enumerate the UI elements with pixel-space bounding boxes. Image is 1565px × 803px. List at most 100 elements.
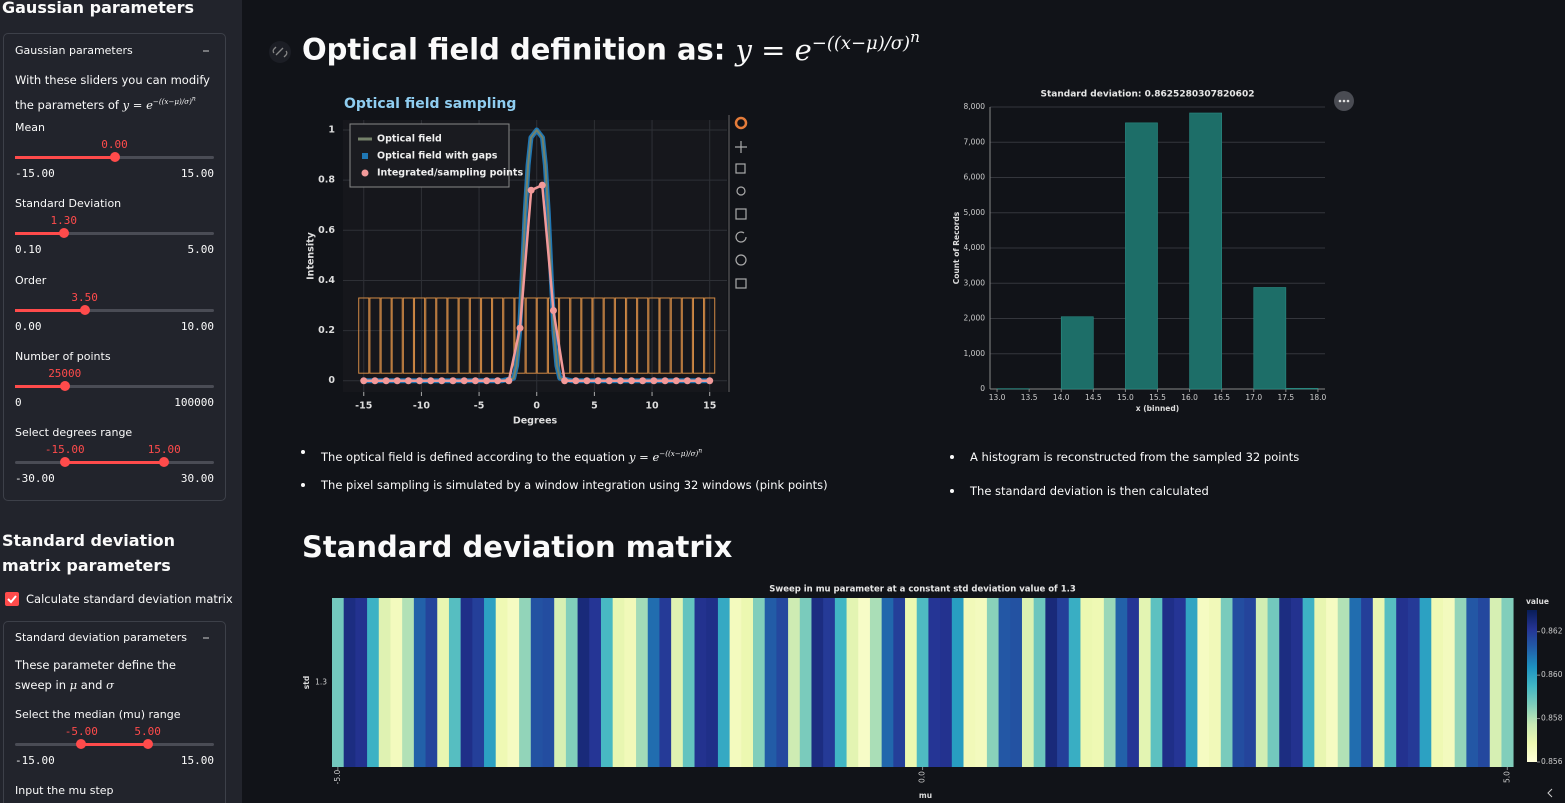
heatmap-cell bbox=[425, 598, 438, 767]
sampling-window bbox=[659, 297, 671, 374]
sampling-window bbox=[704, 297, 716, 374]
colorbar bbox=[1527, 610, 1537, 762]
heatmap-cell bbox=[776, 598, 789, 767]
slider-value: 15.00 bbox=[147, 443, 181, 457]
anchor-icon-bg[interactable] bbox=[269, 41, 291, 63]
heatmap-cell bbox=[624, 598, 637, 767]
slider-value: 3.50 bbox=[71, 290, 98, 304]
slider-max: 5.00 bbox=[187, 243, 215, 257]
collapse-icon[interactable] bbox=[200, 46, 212, 56]
heatmap-cell bbox=[1255, 598, 1268, 767]
slider-min: 0 bbox=[15, 395, 22, 409]
x-tick-label: 0 bbox=[533, 401, 540, 412]
sampling-window bbox=[436, 297, 448, 374]
slider-thumb[interactable] bbox=[109, 152, 120, 162]
y-tick-label: 4,000 bbox=[964, 243, 986, 252]
slider-max: 15.00 bbox=[180, 167, 214, 180]
toolbar[interactable] bbox=[734, 116, 748, 289]
x-tick-label: 16.5 bbox=[1213, 393, 1230, 402]
checkbox-label[interactable]: Calculate standard deviation matrix bbox=[26, 592, 233, 606]
heatmap-cell bbox=[858, 598, 871, 767]
checkbox[interactable] bbox=[5, 592, 19, 606]
expander-title[interactable]: Standard deviation parameters bbox=[15, 631, 187, 644]
slider-value: 25000 bbox=[48, 366, 82, 380]
collapse-icon[interactable] bbox=[200, 633, 212, 643]
slider-fill bbox=[64, 461, 165, 465]
slider-thumb[interactable] bbox=[79, 304, 90, 315]
slider-value: -15.00 bbox=[44, 443, 85, 457]
x-tick-label: 17.0 bbox=[1245, 393, 1262, 402]
slider-thumb[interactable] bbox=[142, 739, 153, 749]
x-tick-label: 10 bbox=[645, 401, 659, 412]
heatmap-cell bbox=[811, 598, 824, 767]
bullet-dot bbox=[950, 489, 954, 493]
sampling-point bbox=[371, 377, 379, 385]
sampling-point bbox=[494, 377, 502, 385]
slider-min: 0.00 bbox=[15, 319, 42, 333]
input-label: Input the mu step bbox=[15, 784, 114, 797]
slider-max: 100000 bbox=[174, 395, 214, 409]
sampling-window bbox=[391, 297, 403, 374]
heatmap-cell bbox=[975, 598, 988, 767]
y-tick-label: 0.2 bbox=[318, 325, 335, 336]
heatmap-cell bbox=[1349, 598, 1362, 767]
sampling-window bbox=[570, 297, 582, 374]
bar bbox=[1125, 122, 1158, 390]
heatmap-cell bbox=[940, 598, 953, 767]
x-tick-label: 15.5 bbox=[1149, 393, 1166, 402]
heading: Standard deviation matrix bbox=[302, 530, 733, 564]
x-tick-label: 15.0 bbox=[1117, 393, 1134, 402]
x-tick-label: 5.0 bbox=[1502, 771, 1511, 783]
heatmap-cell bbox=[916, 598, 929, 767]
sampling-point bbox=[449, 377, 457, 385]
symbol: μ bbox=[69, 678, 78, 692]
heatmap-cell bbox=[1279, 598, 1292, 767]
y-tick-label: 0.8 bbox=[318, 175, 335, 186]
formula-exponent: −((x−μ)/σ)n bbox=[152, 96, 196, 107]
heatmap-cell bbox=[1337, 598, 1350, 767]
anchor-icon[interactable] bbox=[272, 46, 288, 58]
slider-thumb[interactable] bbox=[59, 457, 70, 468]
slider-track bbox=[15, 384, 214, 388]
formula-exponent: −((x−μ)/σ)n bbox=[812, 28, 920, 54]
heatmap-cell bbox=[437, 598, 450, 767]
sampling-point bbox=[438, 377, 446, 385]
sampling-point bbox=[661, 377, 669, 385]
expander-title[interactable]: Gaussian parameters bbox=[15, 44, 133, 57]
heatmap-cell bbox=[413, 598, 426, 767]
slider-thumb[interactable] bbox=[76, 739, 87, 749]
sampling-point bbox=[416, 377, 424, 385]
heatmap-cell bbox=[1302, 598, 1315, 767]
slider-max: 30.00 bbox=[180, 472, 214, 486]
x-tick-label: -5 bbox=[474, 401, 485, 412]
formula-exponent-text: −((x−μ)/σ) bbox=[659, 449, 699, 459]
slider-thumb[interactable] bbox=[58, 228, 69, 239]
collapse-arrow[interactable] bbox=[1547, 788, 1553, 798]
heatmap-cell bbox=[1068, 598, 1081, 767]
heatmap-cell bbox=[1209, 598, 1222, 767]
sampling-point bbox=[628, 377, 636, 385]
legend-swatch bbox=[361, 169, 369, 177]
formula-exponent-text: −((x−μ)/σ) bbox=[152, 97, 192, 107]
formula-power: n bbox=[191, 96, 196, 103]
slider-thumb[interactable] bbox=[59, 380, 70, 391]
heatmap-cell bbox=[706, 598, 719, 767]
slider-value: 5.00 bbox=[134, 725, 161, 738]
colorbar-tick-label: 0.858 bbox=[1541, 714, 1563, 723]
y-tick-label: 3,000 bbox=[964, 278, 986, 287]
heatmap-cell bbox=[448, 598, 462, 767]
heatmap-cell bbox=[589, 598, 602, 767]
heatmap-cell bbox=[472, 598, 485, 767]
sampling-window bbox=[481, 297, 493, 374]
sampling-window bbox=[603, 297, 615, 374]
sampling-window bbox=[380, 297, 392, 374]
slider-max: 10.00 bbox=[180, 319, 214, 333]
heatmap-cell bbox=[963, 598, 976, 767]
slider-thumb[interactable] bbox=[159, 457, 170, 468]
heatmap-cell bbox=[647, 598, 660, 767]
heatmap-cell bbox=[834, 598, 847, 767]
sampling-point bbox=[460, 377, 468, 385]
heatmap-cell bbox=[1150, 598, 1163, 767]
slider-fill bbox=[15, 232, 64, 236]
text: The optical field is defined according t… bbox=[321, 450, 626, 465]
